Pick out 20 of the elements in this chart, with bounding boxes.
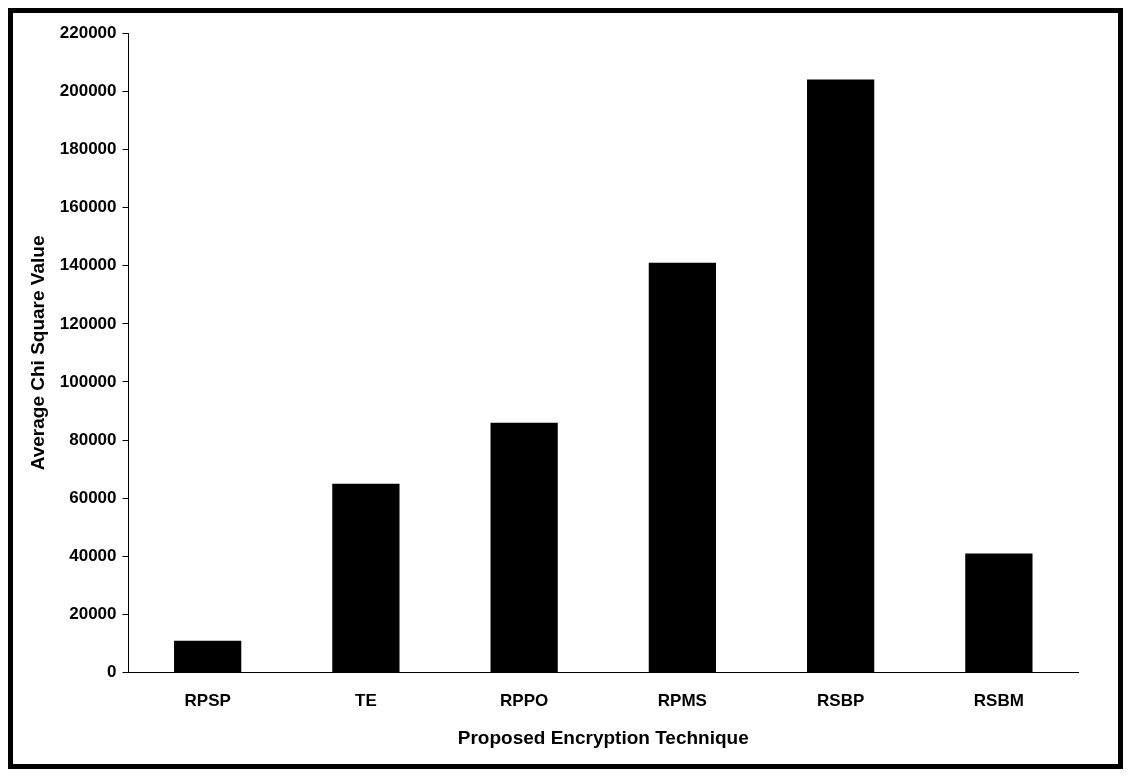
y-tick-label: 80000 xyxy=(69,429,117,449)
x-tick-label: RPPO xyxy=(500,690,549,710)
x-axis-title: Proposed Encryption Technique xyxy=(457,726,749,748)
y-tick-label: 220000 xyxy=(59,22,117,42)
y-tick-label: 160000 xyxy=(59,197,117,217)
x-tick-label: RSBM xyxy=(973,690,1024,710)
y-tick-label: 20000 xyxy=(69,604,117,624)
y-tick-label: 40000 xyxy=(69,546,117,566)
x-tick-label: RPMS xyxy=(657,690,707,710)
x-tick-label: TE xyxy=(355,690,377,710)
y-tick-label: 140000 xyxy=(59,255,117,275)
x-tick-label: RPSP xyxy=(184,690,231,710)
y-tick-label: 180000 xyxy=(59,139,117,159)
y-tick-label: 120000 xyxy=(59,313,117,333)
y-tick-label: 200000 xyxy=(59,80,117,100)
y-tick-label: 60000 xyxy=(69,488,117,507)
x-tick-label: RSBP xyxy=(817,690,865,710)
y-tick-label: 100000 xyxy=(59,371,117,391)
y-axis-title: Average Chi Square Value xyxy=(26,235,48,471)
y-tick-label: 0 xyxy=(107,662,117,682)
